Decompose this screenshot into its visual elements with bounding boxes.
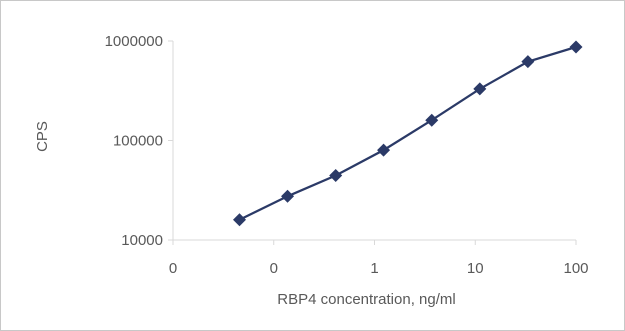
series-line xyxy=(239,45,577,221)
x-tick-label: 10 xyxy=(467,260,484,277)
y-tick-label: 1000000 xyxy=(105,33,163,50)
x-ticks: 0 0 1 10 100 xyxy=(169,240,589,277)
plot-area xyxy=(232,40,583,227)
y-axis-title: CPS xyxy=(34,121,51,152)
y-tick-label: 10000 xyxy=(121,232,163,249)
data-point-marker xyxy=(473,82,487,96)
data-point-marker xyxy=(329,168,343,182)
data-point-marker xyxy=(521,55,535,69)
data-point-marker xyxy=(425,113,439,127)
data-point-marker xyxy=(569,40,583,54)
data-point-marker xyxy=(281,189,295,203)
x-tick-label: 100 xyxy=(563,260,588,277)
data-point-marker xyxy=(377,143,391,157)
x-axis-title: RBP4 concentration, ng/ml xyxy=(277,291,455,308)
data-point-marker xyxy=(232,213,246,227)
axes xyxy=(172,41,576,241)
x-tick-label: 0 xyxy=(270,260,278,277)
x-tick-label: 0 xyxy=(169,260,177,277)
x-tick-label: 1 xyxy=(370,260,378,277)
y-tick-label: 100000 xyxy=(113,133,163,150)
y-ticks: 10000 100000 1000000 xyxy=(105,33,173,249)
